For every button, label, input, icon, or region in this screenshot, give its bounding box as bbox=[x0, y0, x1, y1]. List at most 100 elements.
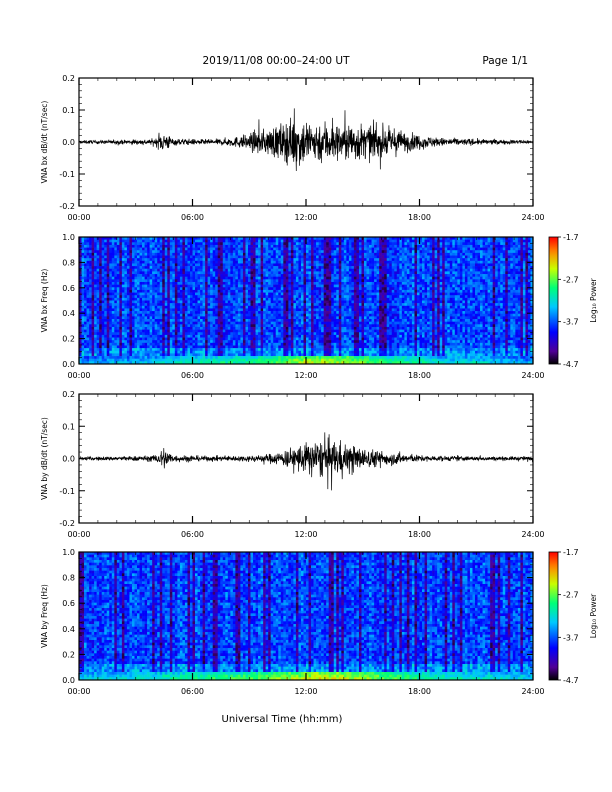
spectrogram-cell bbox=[497, 287, 501, 291]
spectrogram-cell bbox=[235, 284, 239, 288]
spectrogram-cell bbox=[364, 303, 367, 307]
spectrogram-cell bbox=[432, 255, 435, 259]
spectrogram-cell bbox=[381, 247, 385, 251]
spectrogram-cell bbox=[184, 268, 188, 272]
spectrogram-cell bbox=[290, 252, 294, 256]
spectrogram-cell bbox=[452, 250, 456, 254]
spectrogram-cell bbox=[303, 250, 307, 254]
spectrogram-cell bbox=[207, 258, 211, 262]
spectrogram-cell bbox=[474, 305, 478, 309]
spectrogram-cell bbox=[212, 237, 216, 240]
spectrogram-cell bbox=[452, 281, 456, 285]
spectrogram-cell bbox=[94, 237, 97, 240]
spectrogram-cell bbox=[346, 258, 350, 262]
spectrogram-cell bbox=[338, 303, 342, 307]
spectrogram-cell bbox=[394, 274, 398, 277]
spectrogram-cell bbox=[278, 242, 282, 246]
spectrogram-cell bbox=[374, 297, 377, 301]
spectrogram-cell bbox=[485, 266, 488, 270]
spectrogram-cell bbox=[323, 258, 327, 262]
spectrogram-cell bbox=[472, 303, 476, 307]
spectrogram-cell bbox=[285, 266, 289, 270]
spectrogram-cell bbox=[119, 237, 123, 240]
spectrogram-cell bbox=[500, 303, 504, 307]
spectrogram-cell bbox=[91, 252, 95, 256]
spectrogram-cell bbox=[419, 281, 423, 285]
spectrogram-cell bbox=[187, 271, 191, 275]
spectrogram-cell bbox=[384, 287, 388, 291]
spectrogram-cell bbox=[162, 263, 166, 267]
spectrogram-cell bbox=[464, 279, 468, 283]
spectrogram-cell bbox=[414, 247, 418, 251]
spectrogram-cell bbox=[86, 237, 90, 240]
spectrogram-cell bbox=[457, 292, 461, 296]
spectrogram-cell bbox=[162, 252, 166, 256]
spectrogram-cell bbox=[177, 274, 181, 277]
spectrogram-cell bbox=[212, 250, 216, 254]
spectrogram-cell bbox=[454, 237, 458, 240]
spectrogram-cell bbox=[104, 308, 108, 312]
spectrogram-cell bbox=[220, 260, 224, 264]
spectrogram-cell bbox=[379, 237, 382, 240]
spectrogram-cell bbox=[182, 250, 186, 254]
spectrogram-cell bbox=[179, 281, 183, 285]
spectrogram-cell bbox=[480, 287, 483, 291]
spectrogram-cell bbox=[164, 300, 168, 304]
spectrogram-cell bbox=[356, 305, 360, 309]
spectrogram-cell bbox=[200, 244, 203, 248]
spectrogram-cell bbox=[376, 242, 380, 246]
spectrogram-cell bbox=[91, 258, 95, 262]
spectrogram-cell bbox=[99, 295, 102, 299]
spectrogram-cell bbox=[432, 295, 435, 299]
spectrogram-cell bbox=[230, 237, 234, 240]
spectrogram-cell bbox=[384, 263, 388, 267]
spectrogram-cell bbox=[84, 308, 87, 312]
spectrogram-cell bbox=[275, 274, 279, 277]
spectrogram-cell bbox=[505, 260, 509, 264]
spectrogram-cell bbox=[313, 252, 317, 256]
spectrogram-cell bbox=[159, 292, 163, 296]
spectrogram-cell bbox=[164, 239, 168, 243]
spectrogram-cell bbox=[91, 279, 95, 283]
spectrogram-cell bbox=[306, 255, 309, 259]
spectrogram-cell bbox=[164, 268, 168, 272]
spectrogram-cell bbox=[429, 274, 433, 277]
spectrogram-cell bbox=[409, 266, 413, 270]
spectrogram-cell bbox=[406, 266, 410, 270]
spectrogram-cell bbox=[520, 292, 524, 296]
spectrogram-cell bbox=[464, 289, 468, 293]
spectrogram-cell bbox=[381, 287, 385, 291]
spectrogram-cell bbox=[427, 271, 430, 275]
spectrogram-cell bbox=[157, 260, 161, 264]
spectrogram-cell bbox=[462, 244, 466, 248]
spectrogram-cell bbox=[371, 276, 375, 280]
spectrogram-cell bbox=[290, 289, 294, 293]
spectrogram-cell bbox=[237, 295, 241, 299]
spectrogram-cell bbox=[137, 268, 140, 272]
spectrogram-cell bbox=[263, 260, 266, 264]
spectrogram-cell bbox=[469, 292, 473, 296]
spectrogram-cell bbox=[459, 268, 463, 272]
spectrogram-cell bbox=[124, 295, 128, 299]
spectrogram-cell bbox=[215, 279, 219, 283]
spectrogram-cell bbox=[298, 292, 302, 296]
spectrogram-cell bbox=[245, 305, 249, 309]
spectrogram-cell bbox=[253, 247, 256, 251]
spectrogram-cell bbox=[240, 281, 244, 285]
spectrogram-cell bbox=[172, 289, 176, 293]
spectrogram-cell bbox=[406, 303, 410, 307]
spectrogram-cell bbox=[159, 276, 163, 280]
spectrogram-cell bbox=[502, 268, 506, 272]
spectrogram-cell bbox=[389, 295, 393, 299]
spectrogram-cell bbox=[222, 252, 226, 256]
spectrogram-cell bbox=[351, 242, 355, 246]
spectrogram-cell bbox=[129, 287, 133, 291]
spectrogram-cell bbox=[154, 258, 158, 262]
spectrogram-cell bbox=[235, 266, 239, 270]
spectrogram-cell bbox=[376, 247, 380, 251]
spectrogram-cell bbox=[371, 305, 375, 309]
spectrogram-cell bbox=[79, 274, 82, 277]
spectrogram-cell bbox=[485, 279, 488, 283]
spectrogram-cell bbox=[444, 303, 448, 307]
spectrogram-cell bbox=[89, 305, 92, 309]
